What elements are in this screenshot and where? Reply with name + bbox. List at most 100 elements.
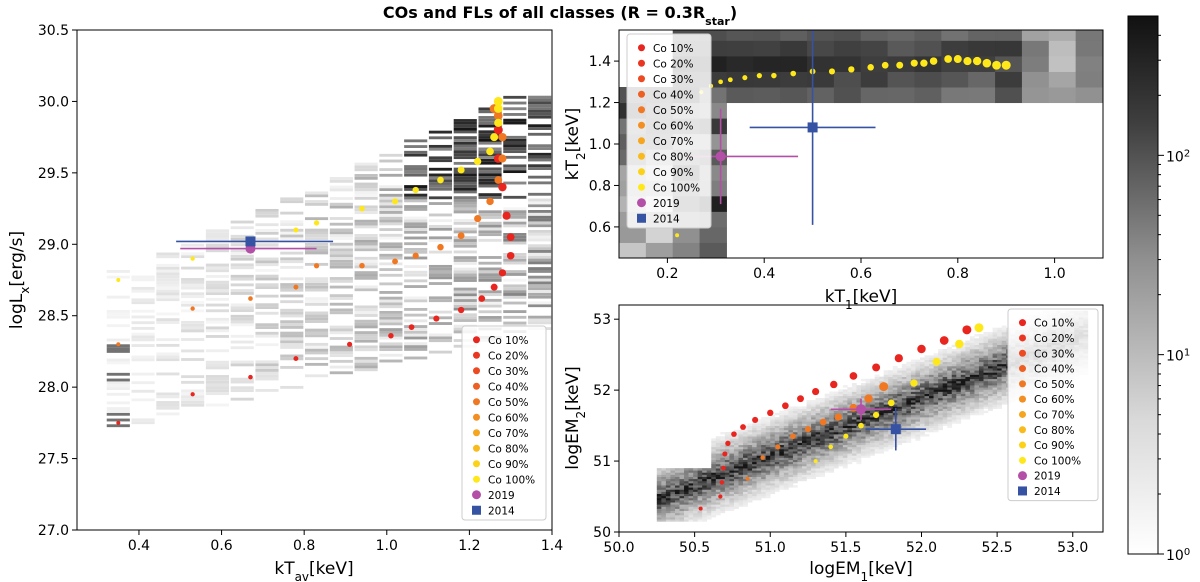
heatmap-cell xyxy=(697,474,703,477)
heatmap-cell xyxy=(706,468,712,471)
heatmap-cell xyxy=(693,470,698,473)
heatmap-cell xyxy=(792,461,798,465)
heatmap-cell xyxy=(870,446,875,450)
heatmap-cell xyxy=(974,334,980,337)
heatmap-cell xyxy=(806,402,812,405)
heatmap-cell xyxy=(856,387,862,390)
heatmap-cell xyxy=(824,453,830,456)
heatmap-cell xyxy=(106,424,130,428)
heatmap-cell xyxy=(724,466,730,469)
heatmap-cell xyxy=(255,228,279,232)
series-point xyxy=(493,96,503,106)
heatmap-cell xyxy=(833,87,862,104)
heatmap-cell xyxy=(503,241,527,245)
heatmap-cell xyxy=(807,55,835,72)
heatmap-cell xyxy=(665,493,671,497)
heatmap-cell xyxy=(965,389,971,392)
heatmap-cell xyxy=(906,423,912,426)
heatmap-cell xyxy=(733,466,739,469)
heatmap-cell xyxy=(280,237,304,241)
heatmap-cell xyxy=(851,419,857,422)
heatmap-cell xyxy=(861,391,866,394)
heatmap-cell xyxy=(910,361,916,365)
heatmap-cell xyxy=(906,363,912,367)
heatmap-cell xyxy=(997,380,1002,384)
x-tick-label: 50.5 xyxy=(679,540,710,556)
heatmap-cell xyxy=(802,461,807,465)
heatmap-cell xyxy=(1001,363,1007,367)
heatmap-cell xyxy=(453,290,477,294)
heatmap-cell xyxy=(379,245,403,249)
heatmap-cell xyxy=(788,438,794,441)
heatmap-cell xyxy=(842,459,848,463)
heatmap-cell xyxy=(230,289,254,293)
heatmap-cell xyxy=(997,342,1002,346)
heatmap-cell xyxy=(205,380,229,384)
heatmap-cell xyxy=(711,495,717,499)
heatmap-cell xyxy=(811,461,816,465)
heatmap-cell xyxy=(453,241,477,245)
heatmap-cell xyxy=(960,412,966,416)
heatmap-cell xyxy=(997,340,1002,343)
legend-label: Co 70% xyxy=(1034,409,1074,421)
heatmap-cell xyxy=(783,451,789,454)
heatmap-cell xyxy=(661,514,667,518)
heatmap-cell xyxy=(679,497,685,501)
heatmap-cell xyxy=(528,275,552,279)
heatmap-cell xyxy=(354,222,378,226)
heatmap-cell xyxy=(992,402,998,405)
heatmap-cell xyxy=(906,361,912,365)
heatmap-cell xyxy=(729,478,735,482)
heatmap-cell xyxy=(329,325,353,329)
heatmap-cell xyxy=(919,389,925,392)
heatmap-cell xyxy=(969,363,975,367)
heatmap-cell xyxy=(861,440,866,443)
heatmap-cell xyxy=(752,444,757,448)
heatmap-cell xyxy=(765,489,771,492)
heatmap-cell xyxy=(951,414,957,418)
heatmap-cell xyxy=(379,296,403,300)
heatmap-cell xyxy=(1021,40,1050,57)
heatmap-cell xyxy=(156,272,180,276)
heatmap-cell xyxy=(503,167,527,171)
heatmap-cell xyxy=(988,359,993,363)
heatmap-cell xyxy=(892,366,898,369)
heatmap-cell xyxy=(938,385,943,388)
heatmap-cell xyxy=(947,353,953,356)
heatmap-cell xyxy=(379,211,403,214)
heatmap-cell xyxy=(329,251,353,255)
heatmap-cell xyxy=(829,442,835,446)
series-point xyxy=(486,147,494,156)
heatmap-cell xyxy=(792,480,798,484)
heatmap-cell xyxy=(674,510,680,514)
heatmap-cell xyxy=(874,389,880,392)
heatmap-cell xyxy=(865,414,871,418)
heatmap-cell xyxy=(354,188,378,192)
heatmap-cell xyxy=(915,421,921,424)
heatmap-cell xyxy=(720,461,726,465)
heatmap-cell xyxy=(901,380,907,384)
heatmap-cell xyxy=(205,297,229,301)
heatmap-cell xyxy=(851,457,857,460)
heatmap-cell xyxy=(919,408,925,411)
heatmap-cell xyxy=(783,485,789,488)
heatmap-cell xyxy=(820,404,825,407)
heatmap-cell xyxy=(688,483,694,486)
heatmap-cell xyxy=(354,256,378,260)
heatmap-cell xyxy=(865,391,871,394)
heatmap-cell xyxy=(951,378,957,382)
heatmap-cell xyxy=(478,267,502,271)
heatmap-cell xyxy=(992,404,998,407)
heatmap-cell xyxy=(806,446,812,450)
heatmap-cell xyxy=(992,368,998,371)
heatmap-cell xyxy=(528,192,552,196)
heatmap-cell xyxy=(428,236,453,240)
left-xlabel: kTav[keV] xyxy=(274,559,353,582)
heatmap-cell xyxy=(761,485,767,488)
heatmap-cell xyxy=(870,378,875,382)
heatmap-cell xyxy=(851,436,857,439)
heatmap-cell xyxy=(404,265,428,268)
heatmap-cell xyxy=(978,389,984,392)
heatmap-cell xyxy=(354,248,378,252)
heatmap-cell xyxy=(947,423,953,426)
